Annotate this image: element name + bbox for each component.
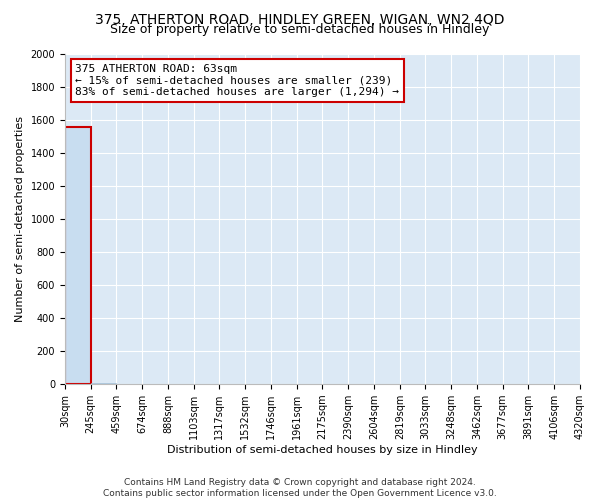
Bar [65,126,91,384]
Text: Contains HM Land Registry data © Crown copyright and database right 2024.
Contai: Contains HM Land Registry data © Crown c… [103,478,497,498]
Y-axis label: Number of semi-detached properties: Number of semi-detached properties [15,116,25,322]
Text: 375 ATHERTON ROAD: 63sqm
← 15% of semi-detached houses are smaller (239)
83% of : 375 ATHERTON ROAD: 63sqm ← 15% of semi-d… [75,64,399,97]
X-axis label: Distribution of semi-detached houses by size in Hindley: Distribution of semi-detached houses by … [167,445,478,455]
Text: Size of property relative to semi-detached houses in Hindley: Size of property relative to semi-detach… [110,22,490,36]
Text: 375, ATHERTON ROAD, HINDLEY GREEN, WIGAN, WN2 4QD: 375, ATHERTON ROAD, HINDLEY GREEN, WIGAN… [95,12,505,26]
